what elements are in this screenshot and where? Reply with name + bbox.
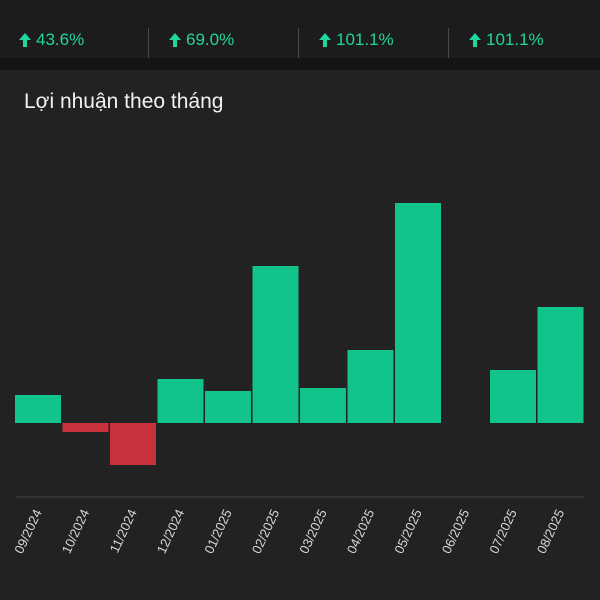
bar-09-2024[interactable] xyxy=(15,395,61,423)
section-separator xyxy=(0,58,600,70)
stat-item-3: 101.1% xyxy=(318,30,394,50)
arrow-up-icon xyxy=(169,33,181,47)
bar-12-2024[interactable] xyxy=(157,379,204,423)
x-tick-label: 09/2024 xyxy=(11,507,44,556)
arrow-up-icon xyxy=(319,33,331,47)
x-tick-label: 06/2025 xyxy=(439,507,472,556)
bar-04-2025[interactable] xyxy=(347,350,394,423)
stat-item-2: 69.0% xyxy=(168,30,234,50)
chart-title: Lợi nhuận theo tháng xyxy=(24,90,224,113)
x-tick-label: 04/2025 xyxy=(344,507,377,556)
bar-03-2025[interactable] xyxy=(300,388,346,423)
bar-02-2025[interactable] xyxy=(252,266,299,423)
bar-08-2025[interactable] xyxy=(537,307,584,423)
x-tick-label: 03/2025 xyxy=(296,507,329,556)
stat-item-4: 101.1% xyxy=(468,30,544,50)
x-tick-label: 07/2025 xyxy=(486,507,519,556)
stat-item-1: 43.6% xyxy=(18,30,84,50)
bar-05-2025[interactable] xyxy=(395,203,441,423)
stats-bar: 43.6% 69.0% 101.1% 101.1% xyxy=(0,0,600,58)
arrow-up-icon xyxy=(19,33,31,47)
x-tick-label: 11/2024 xyxy=(107,507,140,555)
stat-value-1: 43.6% xyxy=(36,30,85,49)
x-tick-label: 01/2025 xyxy=(201,507,234,556)
stat-value-2: 69.0% xyxy=(186,30,235,49)
chart-bars xyxy=(15,203,584,465)
x-tick-label: 05/2025 xyxy=(391,507,424,556)
stat-value-4: 101.1% xyxy=(486,30,544,49)
bar-10-2024[interactable] xyxy=(62,423,109,432)
arrow-up-icon xyxy=(469,33,481,47)
bar-11-2024[interactable] xyxy=(110,423,156,465)
stat-divider xyxy=(298,28,299,58)
x-axis-labels: 09/2024 10/2024 11/2024 12/2024 01/2025 02/20… xyxy=(11,507,567,556)
x-tick-label: 02/2025 xyxy=(249,507,282,556)
x-tick-label: 12/2024 xyxy=(154,507,187,556)
x-tick-label: 08/2025 xyxy=(534,507,567,556)
bar-07-2025[interactable] xyxy=(490,370,536,423)
stat-divider xyxy=(448,28,449,58)
x-tick-label: 10/2024 xyxy=(59,507,92,556)
stat-divider xyxy=(148,28,149,58)
bar-01-2025[interactable] xyxy=(205,391,251,423)
stat-value-3: 101.1% xyxy=(336,30,394,49)
